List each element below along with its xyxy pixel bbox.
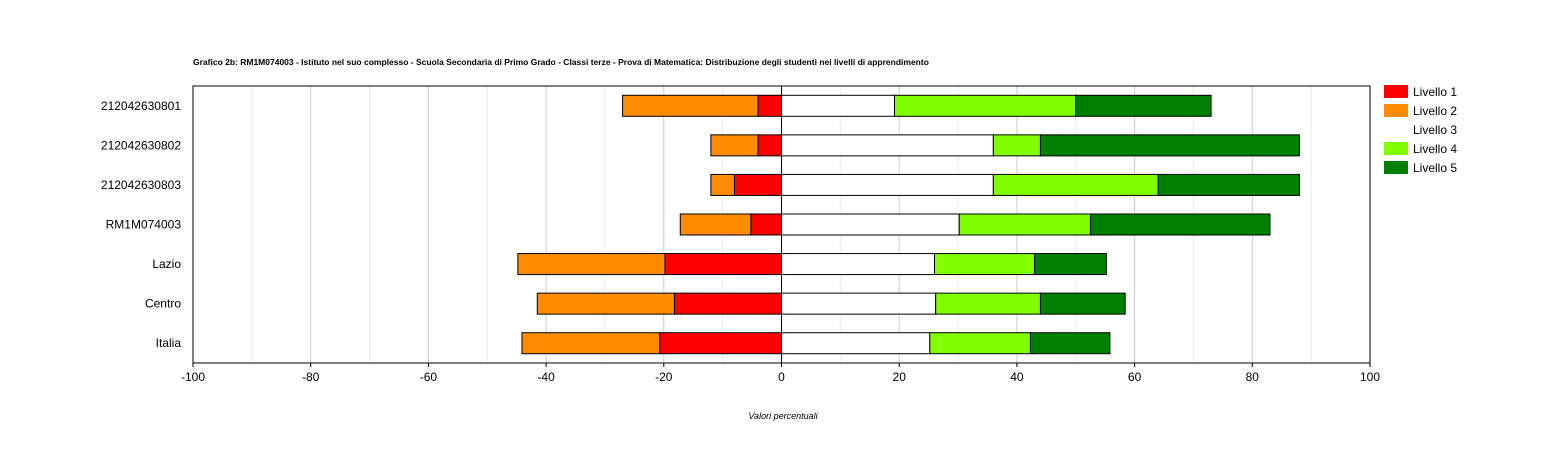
legend-label-level-5: Livello 5 <box>1413 161 1457 175</box>
y-tick-label: 212042630803 <box>101 178 181 192</box>
x-tick-label: 60 <box>1128 370 1142 384</box>
legend-swatch-level-2 <box>1384 104 1408 117</box>
bar-level-5 <box>1039 292 1126 315</box>
x-tick-label: -100 <box>181 370 205 384</box>
bar-level-1 <box>659 332 782 355</box>
legend-label-level-3: Livello 3 <box>1413 123 1457 137</box>
bar-level-5 <box>1034 253 1107 276</box>
bar-level-2 <box>517 253 666 276</box>
y-tick-label: Lazio <box>152 257 181 271</box>
x-tick-label: 40 <box>1010 370 1024 384</box>
bar-level-1 <box>750 213 783 236</box>
bar-level-4 <box>992 173 1159 196</box>
y-tick-label: Centro <box>145 297 181 311</box>
bar-level-5 <box>1039 134 1300 157</box>
legend-swatch-level-4 <box>1384 142 1408 155</box>
bar-level-3 <box>781 292 937 315</box>
y-tick-label: Italia <box>156 336 182 350</box>
legend-swatch-level-1 <box>1384 85 1408 98</box>
y-tick-label: 212042630801 <box>101 99 181 113</box>
bar-level-5 <box>1029 332 1111 355</box>
bar-level-4 <box>958 213 1091 236</box>
bar-level-5 <box>1089 213 1271 236</box>
bar-level-3 <box>781 213 960 236</box>
bar-level-3 <box>781 134 994 157</box>
bar-level-2 <box>710 173 735 196</box>
bar-level-4 <box>992 134 1041 157</box>
chart-title: Grafico 2b: RM1M074003 - Istituto nel su… <box>193 57 929 67</box>
x-axis-label: Valori percentuali <box>748 411 818 421</box>
legend-label-level-1: Livello 1 <box>1413 85 1457 99</box>
x-tick-label: 0 <box>778 370 785 384</box>
legend-swatch-level-3 <box>1384 123 1408 136</box>
x-tick-label: -60 <box>420 370 438 384</box>
x-tick-label: 80 <box>1246 370 1260 384</box>
bar-level-3 <box>781 332 931 355</box>
x-tick-label: 100 <box>1360 370 1380 384</box>
x-tick-label: -80 <box>302 370 320 384</box>
bar-level-2 <box>710 134 759 157</box>
bar-level-1 <box>757 94 783 117</box>
bar-level-1 <box>733 173 782 196</box>
y-tick-label: 212042630802 <box>101 138 181 152</box>
x-tick-label: -20 <box>655 370 673 384</box>
bar-level-5 <box>1157 173 1300 196</box>
legend-label-level-4: Livello 4 <box>1413 142 1457 156</box>
bar-level-4 <box>929 332 1031 355</box>
bar-level-3 <box>781 94 895 117</box>
x-tick-label: 20 <box>893 370 907 384</box>
bar-level-2 <box>536 292 675 315</box>
bar-level-5 <box>1075 94 1212 117</box>
legend-swatch-level-5 <box>1384 161 1408 174</box>
bar-level-2 <box>679 213 752 236</box>
y-tick-label: RM1M074003 <box>106 218 182 232</box>
bar-level-3 <box>781 173 994 196</box>
bar-level-1 <box>757 134 783 157</box>
bar-level-4 <box>935 292 1041 315</box>
bar-level-2 <box>622 94 759 117</box>
bar-level-1 <box>673 292 783 315</box>
bar-level-1 <box>664 253 782 276</box>
legend-label-level-2: Livello 2 <box>1413 104 1457 118</box>
bar-level-4 <box>934 253 1036 276</box>
x-tick-label: -40 <box>537 370 555 384</box>
bar-level-4 <box>893 94 1077 117</box>
bar-level-2 <box>521 332 661 355</box>
bar-level-3 <box>781 253 936 276</box>
